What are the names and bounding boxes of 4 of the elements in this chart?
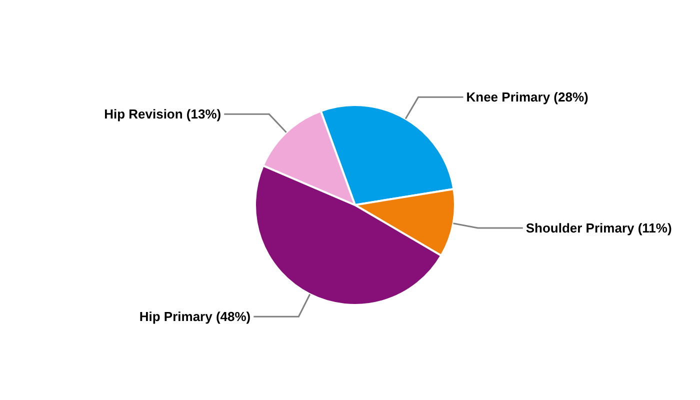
slice-label: Shoulder Primary (11%) bbox=[526, 220, 672, 236]
slice-label: Hip Primary (48%) bbox=[139, 309, 251, 324]
slice-label: Hip Revision (13%) bbox=[104, 106, 222, 122]
slice-label: Knee Primary (28%) bbox=[466, 90, 588, 105]
